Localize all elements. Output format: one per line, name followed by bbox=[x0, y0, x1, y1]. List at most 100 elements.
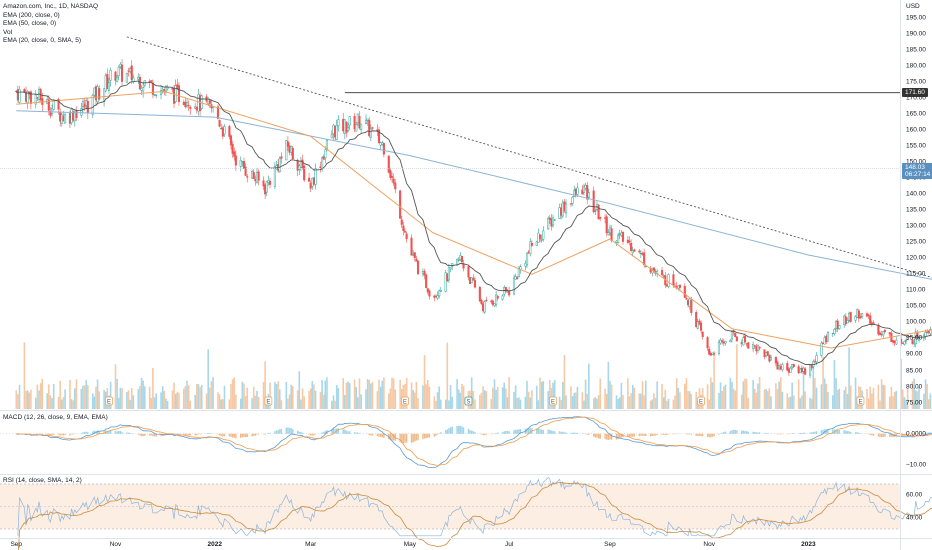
candle-body bbox=[530, 242, 533, 246]
macd-histogram-bar bbox=[503, 431, 505, 434]
macd-histogram-bar bbox=[619, 433, 621, 439]
candle-body bbox=[402, 225, 405, 231]
legend-ema20[interactable]: EMA (20, close, 0, SMA, 5) bbox=[3, 37, 82, 45]
volume-bar bbox=[570, 386, 572, 409]
volume-bar bbox=[710, 377, 712, 409]
volume-bar bbox=[492, 387, 494, 409]
drawings[interactable] bbox=[0, 36, 932, 316]
volume-bar bbox=[571, 396, 574, 409]
macd-histogram-bar bbox=[349, 431, 351, 434]
volume-bar bbox=[85, 379, 88, 409]
volume-bar bbox=[799, 398, 802, 409]
volume-bar bbox=[462, 385, 465, 409]
candle-body bbox=[822, 342, 825, 344]
candle-body bbox=[425, 274, 428, 289]
candle-body bbox=[865, 313, 869, 317]
event-marker-label: E bbox=[699, 399, 703, 405]
volume-bar bbox=[809, 397, 811, 409]
candle-body bbox=[51, 108, 54, 114]
rsi-legend[interactable]: RSI (14, close, SMA, 14, 2) bbox=[3, 477, 82, 484]
volume-bar bbox=[163, 390, 166, 409]
volume-bar bbox=[893, 392, 896, 409]
candle-body bbox=[182, 101, 185, 105]
volume-bar bbox=[867, 398, 870, 409]
volume-bar bbox=[537, 400, 540, 409]
macd-histogram-bar bbox=[700, 433, 702, 437]
volume-bar bbox=[287, 398, 289, 409]
macd-histogram-bar bbox=[485, 433, 488, 435]
price-tick-label: 130.00 bbox=[906, 222, 926, 230]
legend-ema50[interactable]: EMA (50, close, 0) bbox=[3, 20, 57, 28]
volume-bar bbox=[677, 387, 680, 409]
candle-body bbox=[460, 255, 464, 263]
candle-body bbox=[159, 90, 163, 96]
volume-bar bbox=[836, 389, 839, 409]
moving-averages bbox=[16, 80, 932, 366]
macd-histogram-bar bbox=[593, 433, 595, 437]
candle-body bbox=[880, 334, 883, 336]
macd-histogram-bar bbox=[867, 433, 870, 435]
volume-bar bbox=[923, 393, 925, 409]
symbol-title[interactable]: Amazon.com, Inc., 1D, NASDAQ bbox=[3, 3, 99, 10]
candle-body bbox=[540, 239, 543, 241]
volume-bar bbox=[96, 379, 99, 409]
macd-histogram-bar bbox=[209, 433, 211, 434]
volume-bar bbox=[288, 394, 291, 409]
rsi-pane bbox=[0, 477, 932, 550]
macd-histogram-bar bbox=[114, 431, 117, 434]
candle-body bbox=[319, 166, 322, 169]
candle-body bbox=[893, 340, 896, 344]
macd-histogram-bar bbox=[72, 433, 74, 435]
candle-body bbox=[639, 252, 642, 254]
ema200-line bbox=[16, 110, 932, 280]
candle-body bbox=[621, 231, 625, 242]
volume-bar bbox=[57, 396, 60, 409]
volume-bar bbox=[706, 384, 709, 409]
candle-body bbox=[114, 71, 117, 81]
macd-histogram-bar bbox=[490, 433, 492, 435]
legend-ema200[interactable]: EMA (200, close, 0) bbox=[3, 11, 60, 19]
volume-bar bbox=[291, 386, 294, 409]
time-tick-label: Nov bbox=[109, 541, 122, 548]
macd-legend[interactable]: MACD (12, 26, close, 9, EMA, EMA) bbox=[3, 414, 108, 421]
volume-bar bbox=[309, 388, 312, 409]
main-legend[interactable]: Amazon.com, Inc., 1D, NASDAQ EMA (200, c… bbox=[3, 3, 98, 46]
macd-histogram-bar bbox=[718, 433, 720, 435]
candle-body bbox=[189, 107, 192, 109]
legend-vol[interactable]: Vol bbox=[3, 28, 13, 36]
candle-body bbox=[345, 121, 348, 133]
macd-histogram-bar bbox=[723, 432, 725, 434]
volume-bar bbox=[280, 400, 283, 409]
candle-body bbox=[314, 168, 317, 185]
event-markers[interactable]: EEESEEEEEE bbox=[105, 396, 932, 406]
macd-histogram-bar bbox=[596, 433, 598, 438]
candle-body bbox=[457, 259, 460, 261]
volume-bar bbox=[609, 380, 611, 409]
candle-body bbox=[138, 77, 141, 90]
volume-bar bbox=[872, 387, 875, 409]
volume-bar bbox=[791, 382, 793, 409]
volume-bar bbox=[845, 386, 847, 409]
candle-body bbox=[565, 203, 568, 214]
macd-histogram-bar bbox=[508, 431, 510, 434]
macd-histogram-bar bbox=[871, 433, 873, 436]
macd-histogram-bar bbox=[610, 433, 613, 440]
volume-bar bbox=[301, 388, 304, 409]
candle-body bbox=[434, 295, 437, 297]
candle-body bbox=[917, 338, 921, 341]
macd-histogram-bar bbox=[923, 433, 925, 434]
volume-bar bbox=[184, 385, 187, 409]
volume-bar bbox=[815, 387, 818, 409]
candle-body bbox=[872, 322, 875, 324]
volume-bar bbox=[410, 382, 413, 409]
volume-bar bbox=[17, 394, 19, 409]
volume-bar bbox=[376, 391, 379, 409]
macd-histogram-bar bbox=[484, 433, 486, 436]
candle-body bbox=[83, 103, 86, 108]
macd-histogram-bar bbox=[856, 432, 858, 434]
candle-body bbox=[643, 252, 646, 266]
candle-body bbox=[68, 113, 71, 124]
macd-histogram-bar bbox=[547, 429, 549, 434]
